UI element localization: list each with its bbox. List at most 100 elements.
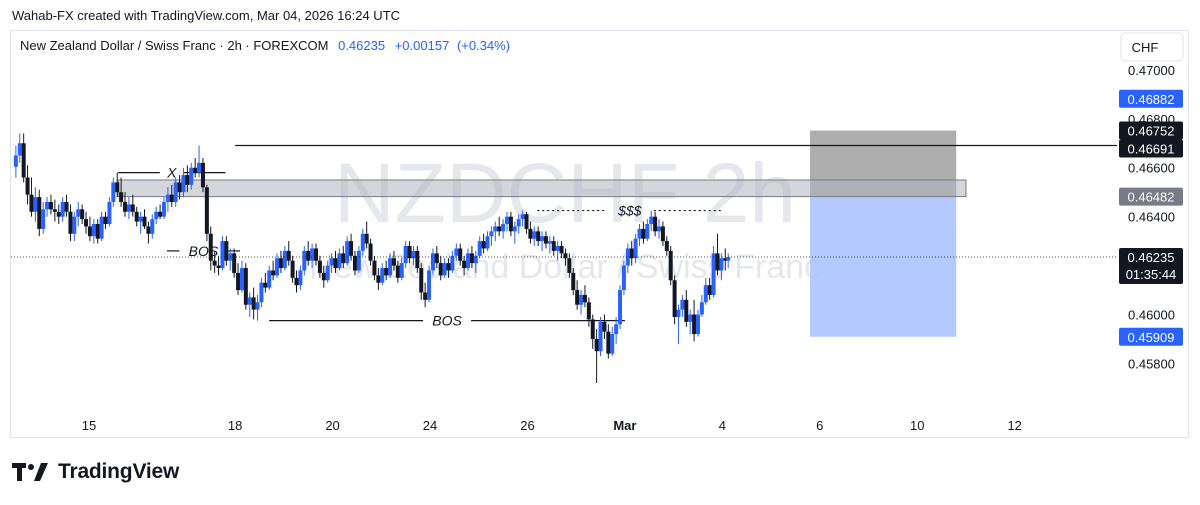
candle-body (181, 175, 186, 193)
candle-body (84, 219, 89, 227)
candle-body (559, 246, 564, 254)
candle (60, 197, 65, 222)
candle-body (543, 236, 548, 244)
candle-body (427, 270, 432, 300)
candle-body (37, 197, 42, 229)
candle (360, 228, 365, 256)
target-zone[interactable] (810, 196, 957, 337)
candle (103, 211, 108, 229)
candle (680, 294, 685, 317)
currency-label: CHF (1132, 40, 1159, 55)
candle (64, 194, 69, 217)
candle (356, 246, 361, 273)
svg-text:New Zealand Dollar / Swiss Fra: New Zealand Dollar / Swiss Franc · 2h · … (20, 38, 510, 53)
candle (146, 221, 151, 244)
candle-body (711, 253, 716, 295)
candle-body (403, 246, 408, 264)
price-label-value: 0.45909 (1128, 330, 1175, 345)
x-tick-label: 18 (228, 418, 242, 433)
supply-zone[interactable] (117, 179, 967, 198)
candle-body (298, 270, 303, 286)
currency-button[interactable]: CHF (1120, 32, 1184, 62)
candle-body (672, 280, 677, 317)
candle (540, 231, 545, 251)
candle-body (579, 294, 584, 305)
candle-body (317, 260, 322, 273)
candle (259, 277, 264, 308)
candle (177, 175, 182, 200)
candle-body (341, 253, 346, 264)
candle-body (489, 231, 494, 237)
candle-body (645, 224, 650, 239)
candle (99, 211, 104, 242)
candle (497, 216, 502, 237)
candle-body (653, 216, 658, 232)
time-axis[interactable]: 15 18 20 24 26 Mar 4 6 10 12 (82, 418, 1022, 433)
candle (454, 243, 459, 261)
candle-body (606, 331, 611, 354)
candle (501, 219, 506, 239)
candle (458, 243, 463, 266)
candle (380, 263, 385, 286)
candle (13, 145, 18, 178)
candle-body (282, 250, 287, 269)
candle (543, 231, 548, 249)
candle-body (204, 187, 209, 234)
candle (208, 226, 213, 271)
x-tick-label: 15 (82, 418, 96, 433)
candle-body (259, 282, 264, 303)
candle-body (17, 143, 22, 156)
candle (528, 221, 533, 244)
candle-body (512, 226, 517, 232)
candle (477, 236, 482, 259)
candle-body (703, 285, 708, 303)
candle-body (434, 253, 439, 264)
candle (430, 248, 435, 276)
candle-body (25, 177, 30, 195)
candle (294, 270, 299, 293)
candle (590, 314, 595, 349)
candle-body (504, 216, 509, 225)
candle (197, 145, 202, 178)
candle (372, 255, 377, 281)
candle-body (419, 268, 424, 293)
candle (56, 204, 61, 225)
candle (224, 236, 229, 266)
candle-body (462, 260, 467, 269)
candle-body (524, 214, 529, 229)
candle-body (411, 250, 416, 259)
candle-body (236, 272, 241, 291)
candle-body (216, 265, 221, 269)
position-zones[interactable] (810, 130, 957, 337)
candle-body (146, 226, 151, 234)
candle (555, 241, 560, 261)
candle (606, 324, 611, 359)
candle-body (454, 248, 459, 256)
candle-body (688, 314, 693, 322)
candle (442, 258, 447, 278)
x-tick-label: 20 (325, 418, 339, 433)
candle (72, 211, 77, 242)
candle-body (111, 182, 116, 202)
tradingview-logo[interactable]: TradingView (12, 460, 179, 484)
y-tick-label: 0.47000 (1128, 63, 1175, 78)
candle-body (610, 334, 615, 354)
price-axis[interactable]: 0.470000.468000.466000.464000.460000.458… (1119, 63, 1183, 372)
candle-body (197, 162, 202, 173)
symbol-legend[interactable]: New Zealand Dollar / Swiss Franc · 2h · … (20, 38, 510, 53)
candle (664, 236, 669, 256)
candle-body (633, 238, 638, 259)
price-chart[interactable]: NZDCHF 2h New Zealand Dollar / Swiss Fra… (0, 0, 1200, 440)
candle-body (649, 216, 654, 225)
chart-frame[interactable] (10, 30, 1189, 438)
candle-body (582, 294, 587, 303)
candle-body (45, 201, 50, 210)
candle-body (185, 175, 190, 185)
candle-body (368, 243, 373, 261)
candle-body (356, 250, 361, 271)
candle (520, 210, 525, 227)
y-tick-label: 0.46000 (1128, 308, 1175, 323)
candle-body (395, 265, 400, 278)
chart-credit: Wahab-FX created with TradingView.com, M… (12, 8, 401, 23)
